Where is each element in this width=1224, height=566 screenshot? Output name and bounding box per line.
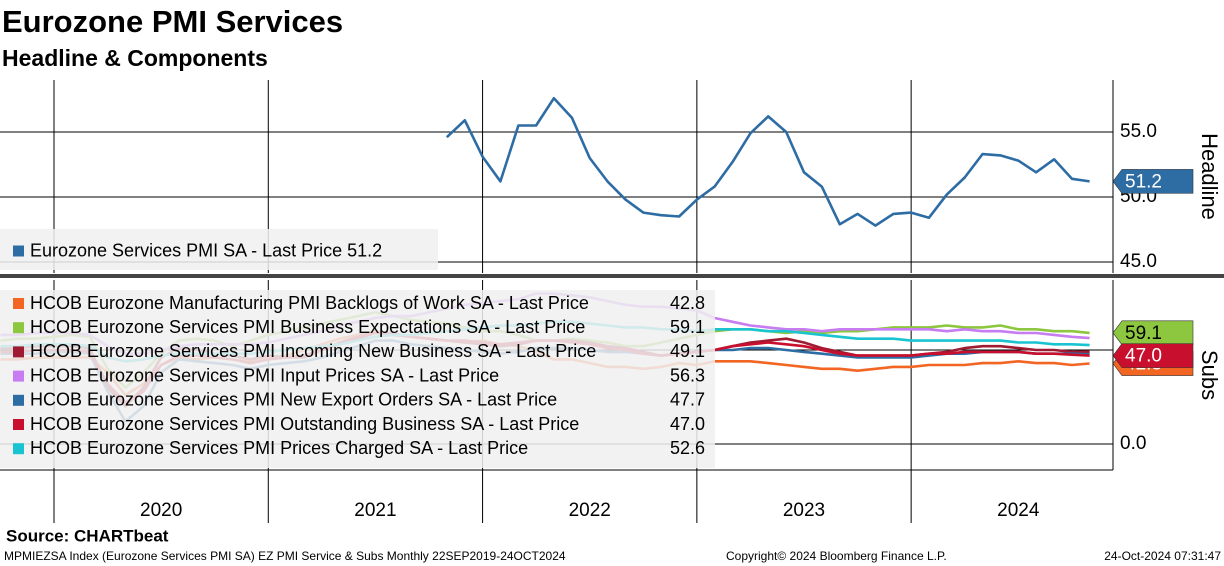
legend-marker <box>13 346 24 358</box>
legend-box <box>0 290 715 468</box>
subtitle: Headline & Components <box>2 45 268 71</box>
value-tag <box>1112 343 1194 368</box>
y-tick-label: 0.0 <box>1120 433 1146 454</box>
footer-center: Copyright© 2024 Bloomberg Finance L.P. <box>726 549 947 563</box>
legend-value: 42.8 <box>670 293 705 313</box>
x-tick-label: 2022 <box>569 500 611 521</box>
x-tick-label: 2021 <box>354 500 396 521</box>
legend-marker <box>13 419 24 430</box>
y-tick-label: 55.0 <box>1120 121 1157 142</box>
y-axis-title: Subs <box>1197 350 1222 400</box>
y-axis-title: Headline <box>1197 133 1222 220</box>
legend-marker <box>13 370 24 382</box>
legend-marker <box>13 298 24 309</box>
value-tag <box>1112 320 1194 346</box>
footer-left: MPMIEZSA Index (Eurozone Services PMI SA… <box>4 549 566 563</box>
legend-value: 47.7 <box>670 390 705 410</box>
legend-marker <box>13 394 24 406</box>
series-line <box>445 96 1090 227</box>
x-tick-label: 2020 <box>140 500 182 521</box>
legend-value: 52.6 <box>670 438 705 458</box>
y-tick-label: 45.0 <box>1120 251 1157 272</box>
legend-label: HCOB Eurozone Services PMI Prices Charge… <box>30 438 528 458</box>
value-tag-label: 51.2 <box>1125 171 1162 192</box>
value-tag <box>1112 169 1194 194</box>
title: Eurozone PMI Services <box>2 4 343 39</box>
value-tag-label: 47.0 <box>1125 346 1162 367</box>
legend-value: 51.2 <box>347 240 382 260</box>
legend-marker <box>13 322 24 334</box>
legend-value: 47.0 <box>670 414 705 434</box>
legend-label: HCOB Eurozone Services PMI New Export Or… <box>30 390 557 410</box>
legend-marker <box>13 443 24 455</box>
legend-value: 49.1 <box>670 341 705 361</box>
legend-label: HCOB Eurozone Manufacturing PMI Backlogs… <box>30 293 589 313</box>
legend-label: Eurozone Services PMI SA - Last Price <box>30 240 342 260</box>
legend-label: HCOB Eurozone Services PMI Incoming New … <box>30 341 596 361</box>
legend-marker <box>13 245 24 257</box>
x-tick-label: 2024 <box>997 500 1040 521</box>
value-tag-label: 59.1 <box>1125 323 1162 344</box>
panel-divider <box>0 274 1224 278</box>
legend-value: 56.3 <box>670 365 705 385</box>
legend-value: 59.1 <box>670 317 705 337</box>
legend-box <box>0 229 438 270</box>
source: Source: CHARTbeat <box>6 526 169 545</box>
x-tick-label: 2023 <box>783 500 825 521</box>
legend-label: HCOB Eurozone Services PMI Outstanding B… <box>30 414 579 434</box>
legend-label: HCOB Eurozone Services PMI Business Expe… <box>30 317 585 337</box>
legend-label: HCOB Eurozone Services PMI Input Prices … <box>30 365 499 385</box>
footer-right: 24-Oct-2024 07:31:47 <box>1104 549 1221 563</box>
